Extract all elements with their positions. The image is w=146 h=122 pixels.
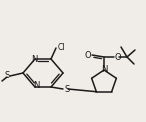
Text: N: N [33, 81, 39, 91]
Text: N: N [31, 56, 37, 65]
Text: S: S [64, 85, 70, 93]
Text: O: O [115, 52, 121, 61]
Text: N: N [101, 66, 107, 75]
Text: Cl: Cl [57, 42, 65, 51]
Text: S: S [4, 71, 10, 81]
Text: O: O [85, 51, 91, 60]
